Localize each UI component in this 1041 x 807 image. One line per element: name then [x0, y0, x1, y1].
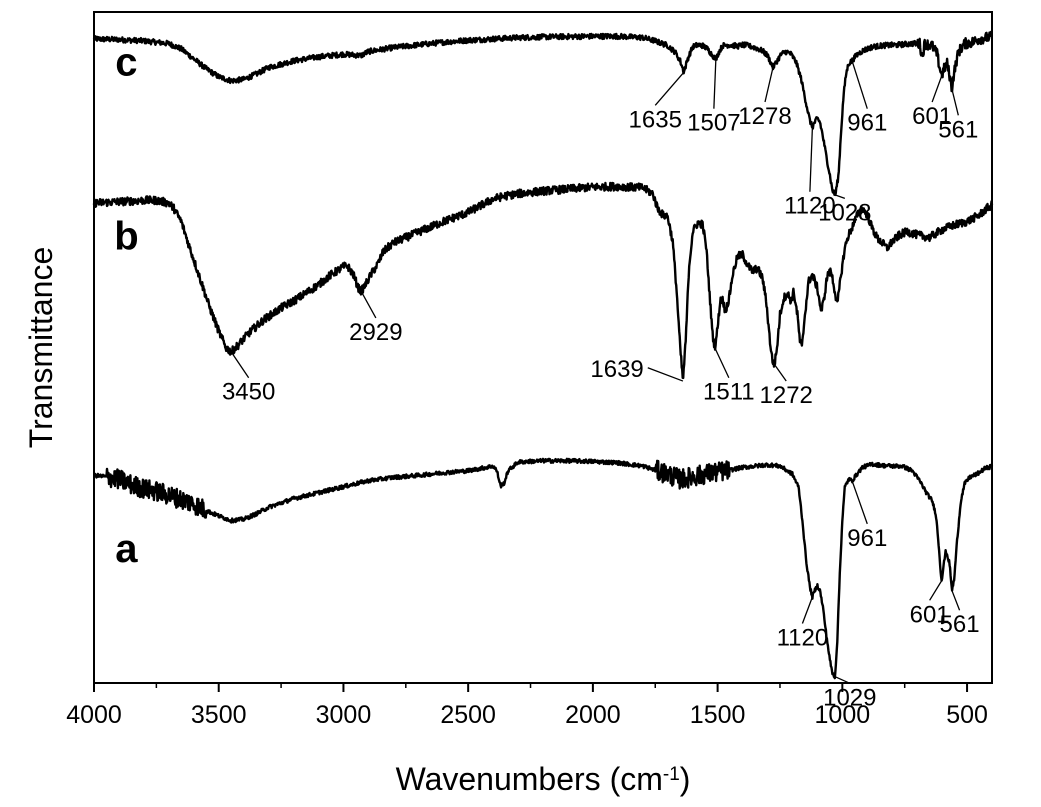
- peak-label: 961: [847, 525, 887, 552]
- x-axis-title-sup: -1: [663, 764, 680, 785]
- peak-leader-line: [931, 75, 943, 103]
- peak-leader-line: [764, 67, 774, 103]
- spectrum-a: [92, 457, 994, 680]
- peak-leader-line: [654, 71, 685, 106]
- series-label-c: c: [115, 40, 137, 84]
- peak-leader-line: [713, 58, 717, 109]
- peak-label: 1120: [784, 193, 836, 220]
- x-axis-title-close: ): [680, 761, 691, 797]
- peak-label: 561: [940, 611, 980, 638]
- peak-label: 561: [938, 116, 978, 143]
- peak-label: 601: [912, 103, 952, 130]
- peak-leader-line: [773, 364, 787, 382]
- peak-label: 3450: [222, 379, 275, 406]
- spectrum-c: [92, 30, 994, 197]
- x-axis-title-main: Wavenumbers (cm: [396, 761, 663, 797]
- peak-leader-line: [851, 60, 868, 109]
- peak-label: 1507: [687, 110, 740, 137]
- y-axis-title: Transmittance: [23, 247, 59, 449]
- spectra-traces: [92, 30, 994, 680]
- peak-leader-line: [360, 291, 377, 319]
- series-label-a: a: [115, 527, 138, 571]
- x-tick-label: 2500: [440, 701, 496, 729]
- peak-label: 1028: [818, 199, 871, 226]
- peak-label: 601: [910, 601, 950, 628]
- x-tick-label: 2000: [565, 701, 621, 729]
- peak-leader-line: [835, 194, 846, 199]
- peak-label: 1120: [777, 625, 829, 652]
- x-tick-label: 1500: [690, 701, 746, 729]
- peak-leader-line: [951, 88, 959, 116]
- peak-leader-line: [801, 596, 814, 624]
- peak-label: 1029: [823, 684, 876, 711]
- peak-leader-line: [230, 351, 250, 379]
- x-axis: 4000 3500 3000 2500 2000 1500 1000 500: [66, 683, 988, 729]
- x-tick-label: 3500: [191, 701, 247, 729]
- peak-label: 1635: [629, 106, 682, 133]
- x-axis-title: Wavenumbers (cm-1): [396, 761, 691, 797]
- peak-leader-line: [951, 590, 961, 611]
- peak-label: 1511: [703, 379, 755, 406]
- plot-frame: [93, 11, 993, 684]
- peak-leader-line: [851, 480, 868, 525]
- peak-label: 1639: [590, 356, 643, 383]
- peak-label: 2929: [349, 319, 402, 346]
- peak-label: 1272: [760, 382, 813, 409]
- x-tick-label: 3000: [316, 701, 372, 729]
- peak-leader-line: [647, 367, 684, 382]
- series-label-b: b: [114, 215, 138, 259]
- spectrum-b: [92, 181, 994, 380]
- peak-label: 961: [847, 110, 887, 137]
- peak-label: 1278: [738, 103, 791, 130]
- x-tick-label: 4000: [66, 701, 122, 729]
- x-tick-label: 1000: [815, 701, 871, 729]
- peak-leader-line: [929, 580, 943, 601]
- peak-leader-line: [714, 347, 730, 379]
- x-tick-label: 500: [946, 701, 988, 729]
- peak-leader-line: [809, 127, 814, 192]
- series-labels: c b a: [114, 40, 138, 570]
